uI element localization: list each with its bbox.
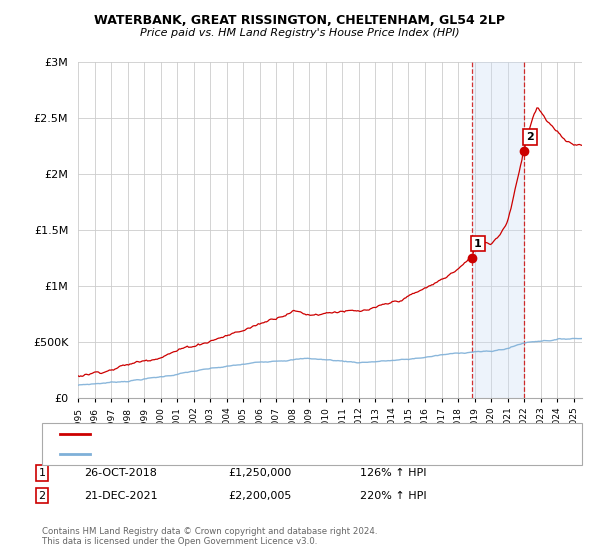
- Text: 2: 2: [526, 132, 534, 142]
- Text: Price paid vs. HM Land Registry's House Price Index (HPI): Price paid vs. HM Land Registry's House …: [140, 28, 460, 38]
- Text: 126% ↑ HPI: 126% ↑ HPI: [360, 468, 427, 478]
- Text: WATERBANK, GREAT RISSINGTON, CHELTENHAM, GL54 2LP: WATERBANK, GREAT RISSINGTON, CHELTENHAM,…: [95, 14, 505, 27]
- Text: £1,250,000: £1,250,000: [228, 468, 291, 478]
- Text: WATERBANK, GREAT RISSINGTON, CHELTENHAM, GL54 2LP (detached house): WATERBANK, GREAT RISSINGTON, CHELTENHAM,…: [96, 429, 473, 439]
- Text: £2,200,005: £2,200,005: [228, 491, 292, 501]
- Text: Contains HM Land Registry data © Crown copyright and database right 2024.
This d: Contains HM Land Registry data © Crown c…: [42, 526, 377, 546]
- Text: 220% ↑ HPI: 220% ↑ HPI: [360, 491, 427, 501]
- Text: 21-DEC-2021: 21-DEC-2021: [84, 491, 158, 501]
- Text: 26-OCT-2018: 26-OCT-2018: [84, 468, 157, 478]
- Text: HPI: Average price, detached house, Cotswold: HPI: Average price, detached house, Cots…: [96, 449, 321, 459]
- Text: 1: 1: [474, 239, 482, 249]
- Text: 1: 1: [38, 468, 46, 478]
- Bar: [472, 62, 524, 398]
- Text: 2: 2: [38, 491, 46, 501]
